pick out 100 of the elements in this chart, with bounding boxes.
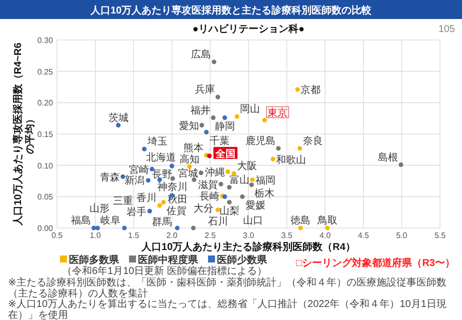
point [298, 146, 302, 151]
x-tick-label: 3.5 [281, 231, 293, 240]
annotation: 山梨 [219, 205, 240, 218]
y-tick-label: 0.25 [37, 67, 54, 76]
annotation: 三重 [113, 195, 134, 208]
annotation: 沖縄 [204, 166, 225, 178]
point [210, 115, 216, 120]
annotation: 千葉 [209, 134, 230, 147]
y-tick-label: 0.15 [37, 130, 54, 139]
point [227, 200, 232, 205]
point [240, 194, 245, 199]
point [232, 171, 236, 176]
x-tick-label: 4.5 [358, 231, 370, 240]
point [157, 203, 162, 208]
annotation: 群馬 [152, 216, 172, 228]
point [276, 146, 281, 151]
annotation: 広島 [191, 48, 212, 61]
annotation: 岩手 [126, 206, 147, 218]
annotation: 愛知 [178, 120, 199, 132]
point [298, 226, 303, 230]
point [116, 122, 121, 128]
point [226, 169, 230, 174]
annotation: 宮崎 [128, 164, 149, 176]
point [222, 115, 228, 120]
annotation: 新潟 [124, 174, 145, 186]
point [170, 164, 174, 168]
annotation: 福岡 [255, 174, 276, 186]
x-tick-label: 1.5 [128, 231, 140, 240]
x-tick-label: 5.5 [434, 231, 446, 240]
annotation: 佐賀 [166, 205, 186, 218]
point [295, 87, 300, 92]
x-tick-label: 1.0 [90, 231, 102, 240]
point [174, 226, 180, 230]
annotation: 青森 [100, 171, 120, 184]
annotation: 熊本 [183, 142, 204, 154]
chart-title: 人口10万人あたり専攻医採用数と主たる診療科別医師数の比較 [89, 4, 373, 16]
annotation: 香川 [136, 192, 157, 204]
annotation: 島根 [378, 151, 398, 164]
annotation: 大分 [193, 202, 214, 215]
y-tick-label: 0.30 [37, 36, 54, 45]
point [216, 94, 220, 100]
x-tick-label: 3.0 [242, 231, 255, 240]
text: ※主たる診療科別医師数は、「医師・歯科医師・薬剤師統計」（令和４年）の医療施設従事医師数（主たる診療科）の人数を集計 [8, 276, 446, 300]
x-tick-label: 2.0 [166, 231, 178, 240]
x-tick-label: 0.5 [51, 231, 64, 240]
annotation: 石川 [208, 216, 228, 228]
annotation: 山形 [89, 202, 110, 215]
chart-subtitle: ●リハビリテーション科● [192, 23, 305, 35]
annotation: 埼玉 [146, 136, 168, 148]
point [325, 226, 330, 230]
annotation: 高知 [180, 153, 200, 166]
annotation: 茨城 [108, 112, 128, 124]
series-label: 全国 [214, 148, 236, 160]
y-tick-label: 0.00 [37, 224, 54, 233]
annotation: 鹿児島 [245, 135, 276, 148]
annotation: 長崎 [199, 190, 220, 203]
annotation: 兵庫 [194, 84, 215, 96]
point [146, 178, 150, 183]
annotation: 徳島 [290, 214, 311, 227]
point [142, 146, 147, 152]
point [218, 182, 224, 186]
annotation: 北海道 [146, 151, 176, 164]
annotation: 奈良 [302, 135, 323, 148]
point [95, 226, 100, 230]
annotation: 愛媛 [245, 199, 266, 212]
point [216, 208, 220, 212]
point [222, 194, 228, 199]
point [250, 177, 255, 182]
annotation: 京都 [300, 84, 321, 96]
x-axis-title: 人口10万人あたり主たる診療科別医師数（R4） [140, 241, 356, 253]
annotation: 滋賀 [198, 178, 218, 191]
y-tick-label: 0.20 [37, 98, 54, 108]
legend-label: 医師少数県 [217, 254, 268, 266]
point [270, 156, 276, 162]
legend-label: 医師多数県 [69, 254, 120, 266]
text: □シーリング対象都道府県（R3〜） [296, 257, 455, 269]
x-tick-label: 5.0 [396, 231, 408, 240]
y-tick-label: 0.10 [37, 161, 54, 170]
annotation: 静岡 [214, 120, 235, 132]
annotation: 東京 [268, 106, 288, 119]
annotation: 大阪 [236, 160, 257, 172]
annotation: 富山 [229, 174, 250, 186]
annotation: 鳥取 [316, 214, 338, 227]
point [122, 226, 127, 230]
point [161, 200, 166, 205]
point [191, 226, 196, 230]
text: ※人口10万人あたりを算出するに当たっては、総務省「人口推計（2022年（令和４年）10月1日現在）」を使用 [8, 298, 446, 320]
annotation: 神奈川 [158, 181, 188, 194]
y-tick-label: 0.05 [37, 192, 54, 202]
point [212, 60, 216, 64]
point [398, 162, 404, 168]
annotation: 長野 [152, 170, 172, 181]
text: 105 [438, 24, 456, 35]
point [234, 114, 240, 119]
annotation: 岐阜 [100, 214, 121, 227]
annotation: 福島 [70, 214, 91, 227]
annotation: 和歌山 [276, 154, 306, 166]
point [198, 170, 204, 176]
text: （令和6年1月10日更新 医師偏在指標による） [62, 265, 268, 277]
point [204, 130, 209, 134]
